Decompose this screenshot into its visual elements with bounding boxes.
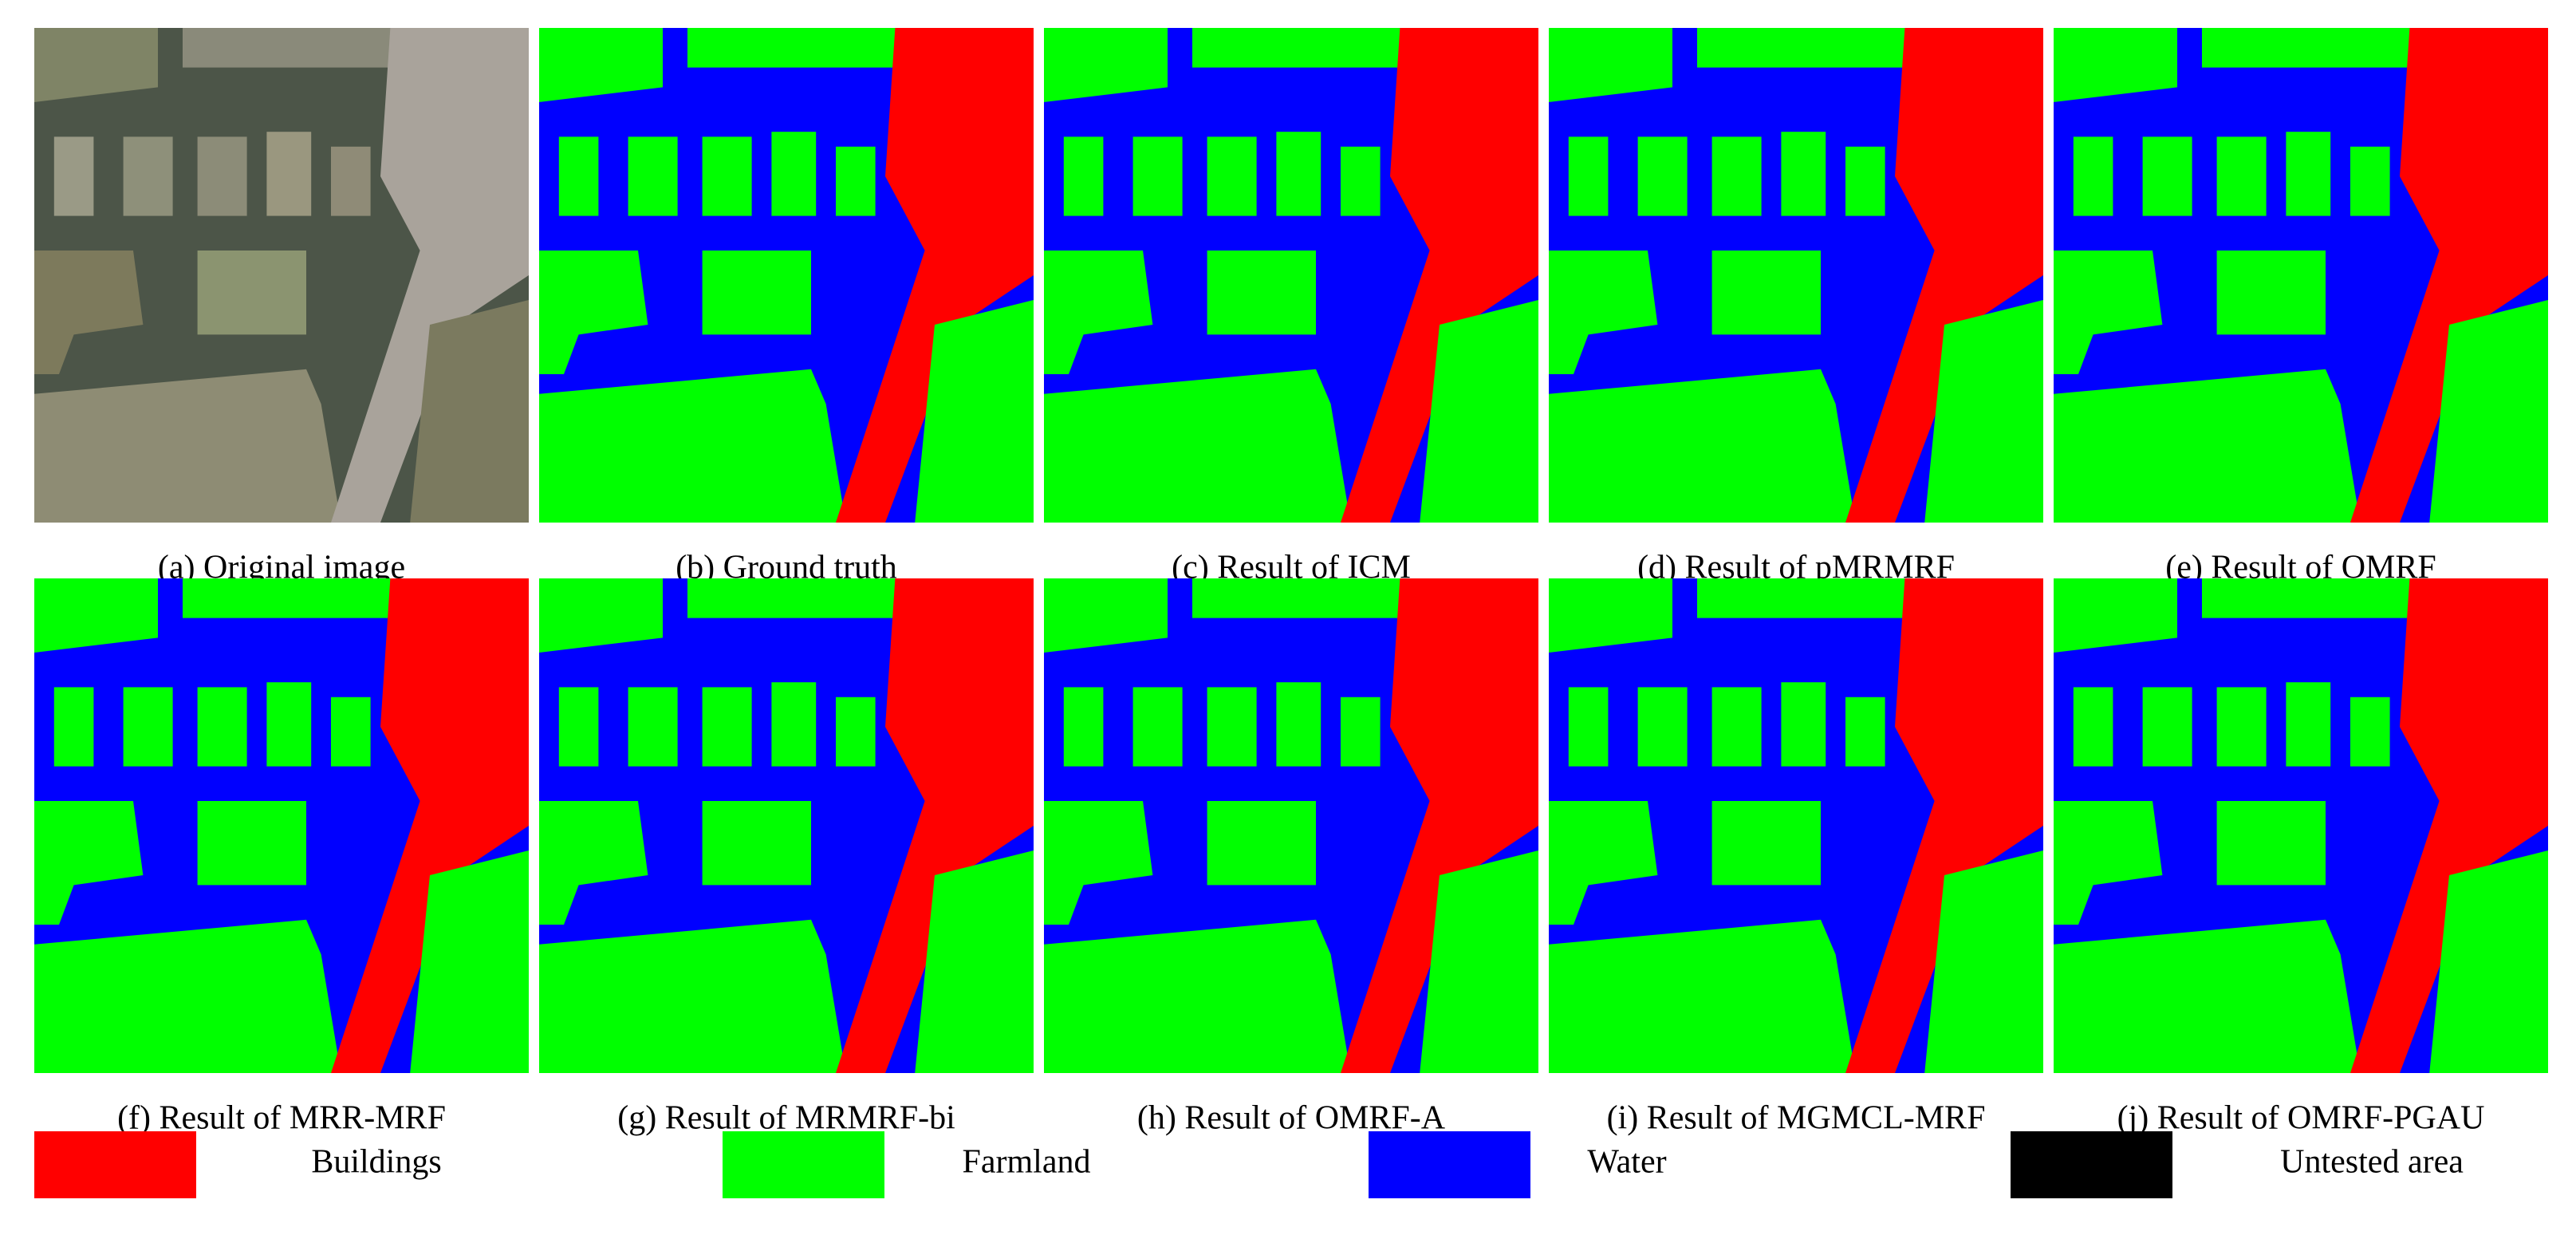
legend-label: Water	[1587, 1144, 1666, 1181]
segmentation-map	[2054, 28, 2548, 523]
original-image	[34, 28, 529, 523]
caption: (j) Result of OMRF-PGAU	[2117, 1100, 2485, 1137]
legend-label: Buildings	[311, 1144, 441, 1181]
segmentation-map	[539, 28, 1034, 523]
legend-swatch	[2011, 1131, 2172, 1198]
caption: (h) Result of OMRF-A	[1137, 1100, 1446, 1137]
legend-swatch	[34, 1131, 196, 1198]
caption: (g) Result of MRMRF-bi	[617, 1100, 955, 1137]
segmentation-map	[1044, 578, 1538, 1073]
caption: (i) Result of MGMCL-MRF	[1607, 1100, 1986, 1137]
legend-swatch	[723, 1131, 884, 1198]
caption: (f) Result of MRR-MRF	[117, 1100, 446, 1137]
legend-label: Farmland	[963, 1144, 1091, 1181]
segmentation-map	[539, 578, 1034, 1073]
legend-swatch	[1369, 1131, 1530, 1198]
segmentation-map	[1549, 578, 2043, 1073]
segmentation-map	[2054, 578, 2548, 1073]
segmentation-map	[34, 578, 529, 1073]
segmentation-map	[1044, 28, 1538, 523]
legend-label: Untested area	[2280, 1144, 2464, 1181]
segmentation-map	[1549, 28, 2043, 523]
